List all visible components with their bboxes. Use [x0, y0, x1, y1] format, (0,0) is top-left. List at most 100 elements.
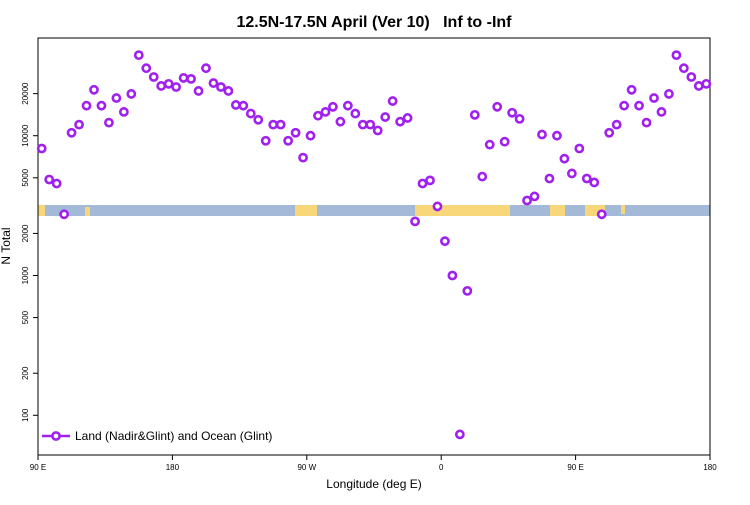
x-tick-label: 90 E — [30, 463, 46, 472]
point — [432, 201, 443, 212]
legend-label: Land (Nadir&Glint) and Ocean (Glint) — [75, 429, 272, 443]
point — [342, 100, 353, 111]
chart-title: 12.5N-17.5N April (Ver 10) Inf to -Inf — [236, 14, 512, 31]
x-tick-label: 180 — [703, 463, 717, 472]
point — [126, 89, 137, 99]
point — [619, 100, 630, 111]
point — [507, 107, 518, 118]
point — [387, 96, 398, 106]
point — [454, 429, 465, 440]
point — [320, 107, 331, 117]
y-tick-label: 1000 — [21, 266, 30, 284]
point — [701, 78, 712, 89]
point — [275, 119, 286, 130]
point — [596, 209, 607, 220]
point — [223, 86, 234, 96]
point — [148, 72, 159, 82]
point — [634, 100, 644, 111]
point — [66, 127, 77, 138]
point — [44, 174, 55, 185]
x-axis-label: Longitude (deg E) — [326, 477, 421, 491]
point — [171, 82, 182, 92]
point — [611, 119, 622, 130]
point — [335, 116, 346, 127]
point — [36, 143, 47, 154]
x-tick-label: 0 — [439, 463, 444, 472]
point — [626, 84, 637, 95]
x-tick-label: 90 E — [567, 463, 583, 472]
point — [678, 63, 689, 74]
point — [559, 153, 570, 164]
point — [566, 168, 577, 179]
point — [514, 113, 525, 124]
x-tick-label: 90 W — [297, 463, 316, 472]
point — [89, 84, 99, 95]
point — [118, 107, 129, 117]
point — [245, 108, 256, 119]
point — [193, 86, 204, 96]
y-tick-label: 100 — [21, 408, 30, 422]
point — [529, 191, 540, 202]
point — [425, 175, 435, 186]
point — [253, 114, 264, 125]
point — [328, 101, 338, 112]
point — [693, 81, 704, 91]
land — [85, 207, 90, 216]
point — [469, 109, 480, 120]
point — [59, 209, 70, 220]
land — [38, 205, 45, 216]
y-axis-label: N Total — [0, 227, 13, 264]
point — [686, 72, 697, 82]
land — [415, 205, 510, 216]
point — [372, 125, 383, 136]
point — [156, 81, 167, 91]
point — [641, 117, 652, 128]
y-tick-label: 2000 — [21, 224, 30, 242]
point — [492, 101, 503, 112]
point — [664, 89, 674, 99]
point — [111, 93, 122, 103]
point — [104, 117, 114, 128]
point — [417, 178, 428, 189]
point — [298, 152, 308, 163]
point — [178, 73, 189, 83]
point — [410, 216, 420, 227]
point — [499, 136, 510, 147]
point — [649, 93, 659, 103]
point — [133, 50, 144, 61]
land — [585, 205, 605, 216]
map-strip — [38, 205, 710, 216]
point — [537, 129, 547, 140]
point — [581, 173, 592, 184]
land — [295, 205, 317, 216]
point — [290, 127, 301, 138]
point — [395, 116, 406, 127]
ocean-band — [38, 205, 710, 216]
y-tick-label: 500 — [21, 310, 30, 324]
y-tick-label: 200 — [21, 366, 30, 380]
point — [230, 100, 241, 110]
point — [51, 178, 62, 189]
point — [163, 78, 174, 89]
point — [380, 112, 391, 122]
point — [589, 177, 600, 188]
y-tick-label: 10000 — [21, 124, 30, 147]
point — [671, 50, 682, 61]
y-tick-label: 5000 — [21, 168, 30, 186]
point — [357, 119, 368, 130]
point — [260, 135, 271, 146]
point — [238, 100, 249, 111]
y-tick-label: 20000 — [21, 82, 30, 105]
point — [208, 78, 219, 88]
point — [186, 73, 196, 84]
point — [447, 270, 458, 281]
point — [544, 173, 555, 184]
point — [96, 100, 107, 111]
legend-marker — [51, 431, 61, 441]
point — [462, 286, 473, 296]
point — [574, 143, 585, 154]
point — [604, 127, 615, 138]
point — [283, 135, 294, 146]
point — [81, 100, 92, 111]
point — [440, 236, 450, 247]
